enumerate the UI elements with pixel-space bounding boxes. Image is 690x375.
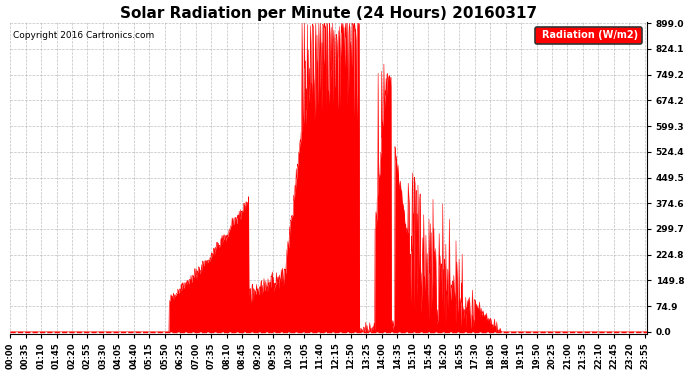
- Title: Solar Radiation per Minute (24 Hours) 20160317: Solar Radiation per Minute (24 Hours) 20…: [120, 6, 537, 21]
- Text: Copyright 2016 Cartronics.com: Copyright 2016 Cartronics.com: [13, 31, 155, 40]
- Legend: Radiation (W/m2): Radiation (W/m2): [535, 27, 642, 44]
